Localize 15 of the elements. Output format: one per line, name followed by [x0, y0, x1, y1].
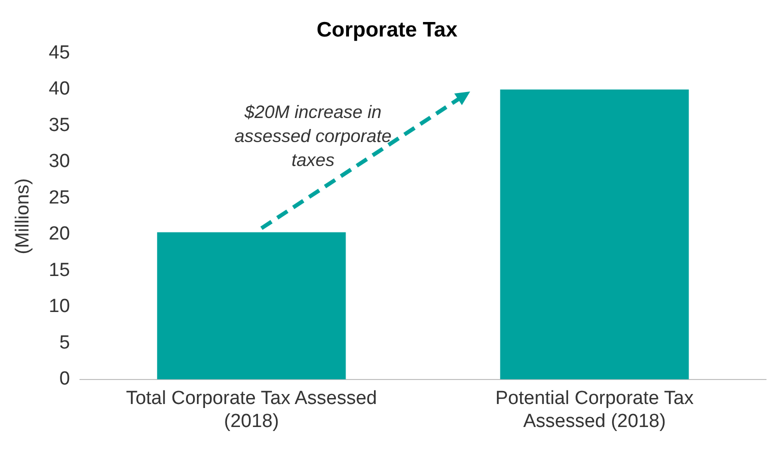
x-tick-label: Total Corporate Tax Assessed (2018) [126, 388, 377, 432]
y-tick-label: 10 [48, 296, 70, 318]
y-tick-label: 20 [48, 224, 70, 245]
y-tick-label: 5 [59, 332, 70, 354]
y-tick-label: 15 [48, 260, 70, 281]
y-axis-title: (Millions) [12, 178, 34, 254]
y-tick-label: 35 [48, 114, 70, 136]
y-tick-label: 45 [48, 42, 70, 64]
annotation: $20M increase in assessed corporate taxes [233, 101, 393, 172]
y-tick-label: 30 [48, 151, 70, 172]
x-tick-label: Potential Corporate Tax Assessed (2018) [495, 388, 694, 432]
y-tick-label: 40 [48, 78, 70, 100]
y-tick-label: 25 [48, 187, 70, 208]
chart-title: Corporate Tax [316, 18, 458, 42]
y-tick-label: 0 [59, 368, 70, 390]
